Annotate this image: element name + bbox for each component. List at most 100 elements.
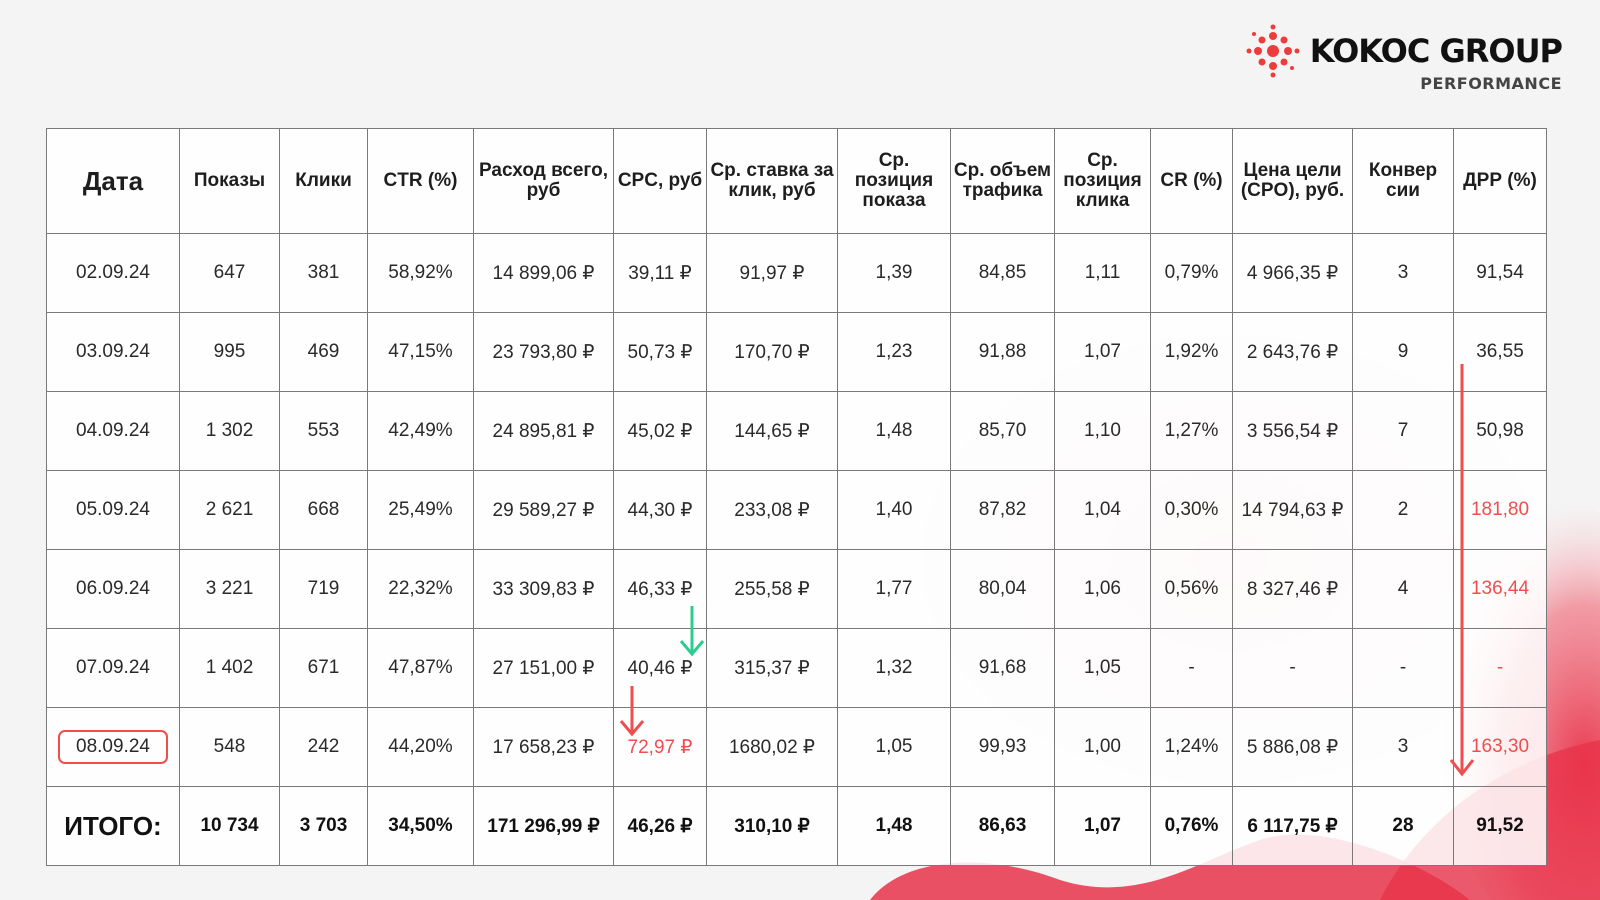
cell-conversions: - (1352, 628, 1454, 708)
col-header-avg-impression-position: Ср. позиция показа (837, 128, 951, 234)
cell-date: 04.09.24 (46, 391, 180, 471)
cell-conversions: 9 (1352, 312, 1454, 392)
cell-avg-click-position: 1,11 (1054, 233, 1151, 313)
cell-spend: 17 658,23 ₽ (473, 707, 614, 787)
total-cpc: 46,26 ₽ (613, 786, 707, 866)
cell-avg-traffic-volume: 84,85 (950, 233, 1055, 313)
cell-avg-bid: 91,97 ₽ (706, 233, 838, 313)
cell-impressions: 1 302 (179, 391, 280, 471)
cell-clicks: 469 (279, 312, 368, 392)
cell-avg-traffic-volume: 91,88 (950, 312, 1055, 392)
total-clicks: 3 703 (279, 786, 368, 866)
cell-clicks: 668 (279, 470, 368, 550)
cell-clicks: 719 (279, 549, 368, 629)
cell-cpc: 45,02 ₽ (613, 391, 707, 471)
total-drr: 91,52 (1453, 786, 1547, 866)
cell-avg-click-position: 1,00 (1054, 707, 1151, 787)
cell-clicks: 242 (279, 707, 368, 787)
daily-stats-table: Дата Показы Клики CTR (%) Расход всего, … (46, 128, 1547, 866)
total-avg-impression-position: 1,48 (837, 786, 951, 866)
cell-conversions: 4 (1352, 549, 1454, 629)
cell-avg-bid: 233,08 ₽ (706, 470, 838, 550)
cell-drr: 50,98 (1453, 391, 1547, 471)
cell-drr-highlighted: 136,44 (1453, 549, 1547, 629)
total-avg-traffic-volume: 86,63 (950, 786, 1055, 866)
cell-impressions: 647 (179, 233, 280, 313)
cell-avg-click-position: 1,10 (1054, 391, 1151, 471)
table-row: 08.09.24 548 242 44,20% 17 658,23 ₽ 72,9… (46, 707, 1547, 787)
table-total-row: ИТОГО: 10 734 3 703 34,50% 171 296,99 ₽ … (46, 786, 1547, 866)
cell-cpo: - (1232, 628, 1353, 708)
cell-avg-click-position: 1,07 (1054, 312, 1151, 392)
total-impressions: 10 734 (179, 786, 280, 866)
table-row: 02.09.24 647 381 58,92% 14 899,06 ₽ 39,1… (46, 233, 1547, 313)
cell-cpc: 39,11 ₽ (613, 233, 707, 313)
cell-cr: 1,27% (1150, 391, 1233, 471)
cell-avg-click-position: 1,04 (1054, 470, 1151, 550)
brand-logo: KOKOC GROUP PERFORMANCE (1244, 22, 1563, 93)
cell-conversions: 3 (1352, 707, 1454, 787)
total-avg-click-position: 1,07 (1054, 786, 1151, 866)
cell-ctr: 58,92% (367, 233, 474, 313)
cell-cpo: 14 794,63 ₽ (1232, 470, 1353, 550)
table-header-row: Дата Показы Клики CTR (%) Расход всего, … (46, 128, 1547, 234)
brand-subtitle: PERFORMANCE (1420, 74, 1562, 93)
col-header-avg-bid: Ср. ставка за клик, руб (706, 128, 838, 234)
table-row: 06.09.24 3 221 719 22,32% 33 309,83 ₽ 46… (46, 549, 1547, 629)
cell-clicks: 553 (279, 391, 368, 471)
cell-impressions: 3 221 (179, 549, 280, 629)
total-avg-bid: 310,10 ₽ (706, 786, 838, 866)
cell-cr: 0,30% (1150, 470, 1233, 550)
cell-ctr: 22,32% (367, 549, 474, 629)
cell-cpo: 5 886,08 ₽ (1232, 707, 1353, 787)
cell-avg-bid: 170,70 ₽ (706, 312, 838, 392)
total-cr: 0,76% (1150, 786, 1233, 866)
cell-avg-traffic-volume: 85,70 (950, 391, 1055, 471)
cell-avg-impression-position: 1,23 (837, 312, 951, 392)
cell-date: 02.09.24 (46, 233, 180, 313)
cell-avg-bid: 144,65 ₽ (706, 391, 838, 471)
cell-cr: 0,56% (1150, 549, 1233, 629)
cell-cpc-highlighted: 72,97 ₽ (613, 707, 707, 787)
cell-avg-impression-position: 1,40 (837, 470, 951, 550)
highlighted-date: 08.09.24 (58, 730, 168, 764)
col-header-drr: ДРР (%) (1453, 128, 1547, 234)
cell-drr-highlighted: 181,80 (1453, 470, 1547, 550)
cell-date: 08.09.24 (46, 707, 180, 787)
cell-avg-traffic-volume: 99,93 (950, 707, 1055, 787)
col-header-ctr: CTR (%) (367, 128, 474, 234)
cell-spend: 24 895,81 ₽ (473, 391, 614, 471)
cell-date: 06.09.24 (46, 549, 180, 629)
cell-ctr: 47,15% (367, 312, 474, 392)
cell-conversions: 3 (1352, 233, 1454, 313)
col-header-avg-traffic-volume: Ср. объем трафика (950, 128, 1055, 234)
kokoc-logo-icon (1246, 24, 1300, 78)
col-header-cpc: CPC, руб (613, 128, 707, 234)
cell-cr: - (1150, 628, 1233, 708)
cell-impressions: 548 (179, 707, 280, 787)
cell-clicks: 381 (279, 233, 368, 313)
cell-spend: 27 151,00 ₽ (473, 628, 614, 708)
cell-date: 05.09.24 (46, 470, 180, 550)
total-ctr: 34,50% (367, 786, 474, 866)
cell-cpc: 44,30 ₽ (613, 470, 707, 550)
cell-conversions: 2 (1352, 470, 1454, 550)
cell-cpo: 3 556,54 ₽ (1232, 391, 1353, 471)
cell-avg-impression-position: 1,77 (837, 549, 951, 629)
col-header-conversions: Конвер сии (1352, 128, 1454, 234)
cell-ctr: 47,87% (367, 628, 474, 708)
cell-impressions: 2 621 (179, 470, 280, 550)
cell-conversions: 7 (1352, 391, 1454, 471)
total-cpo: 6 117,75 ₽ (1232, 786, 1353, 866)
col-header-spend: Расход всего, руб (473, 128, 614, 234)
col-header-cr: CR (%) (1150, 128, 1233, 234)
cell-avg-traffic-volume: 80,04 (950, 549, 1055, 629)
cell-avg-click-position: 1,05 (1054, 628, 1151, 708)
cell-cr: 1,24% (1150, 707, 1233, 787)
cell-drr-highlighted: - (1453, 628, 1547, 708)
cell-spend: 23 793,80 ₽ (473, 312, 614, 392)
cell-avg-traffic-volume: 87,82 (950, 470, 1055, 550)
col-header-cpo: Цена цели (CPO), руб. (1232, 128, 1353, 234)
table-row: 05.09.24 2 621 668 25,49% 29 589,27 ₽ 44… (46, 470, 1547, 550)
cell-cr: 1,92% (1150, 312, 1233, 392)
